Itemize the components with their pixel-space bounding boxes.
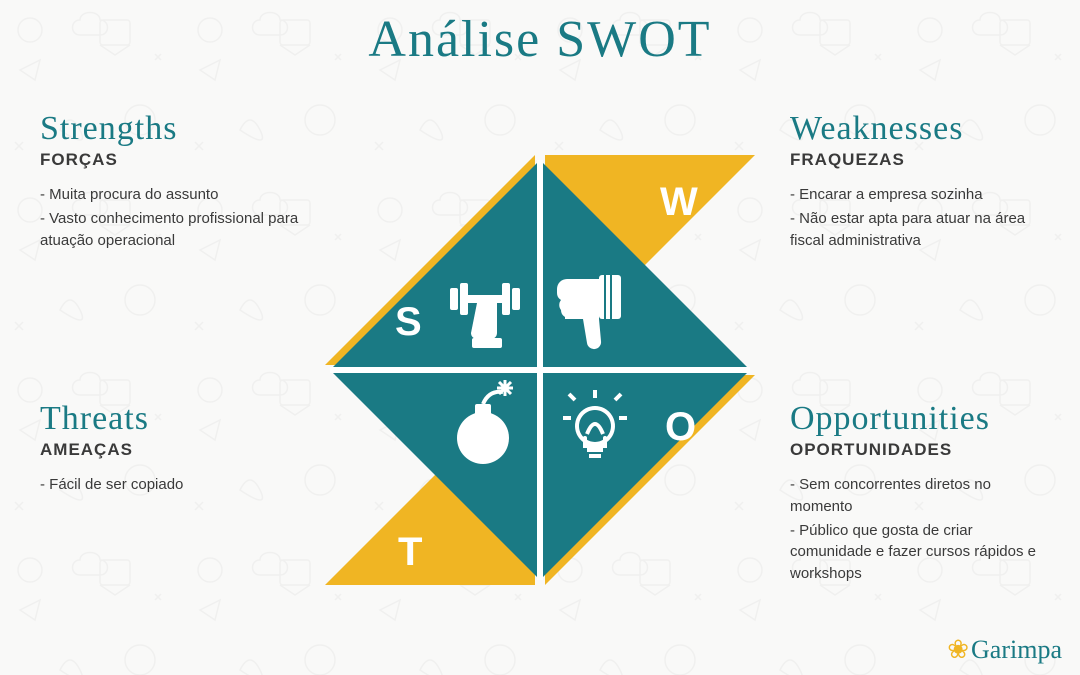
list-item: - Não estar apta para atuar na área fisc…	[790, 208, 1050, 252]
weaknesses-heading-pt: FRAQUEZAS	[790, 150, 1050, 170]
threats-heading-pt: AMEAÇAS	[40, 440, 300, 460]
center-right	[540, 370, 750, 580]
list-item: - Muita procura do assunto	[40, 184, 300, 206]
list-item: - Vasto conhecimento profissional para a…	[40, 208, 300, 252]
opportunities-block: Opportunities OPORTUNIDADES - Sem concor…	[790, 400, 1050, 587]
list-item: - Público que gosta de criar comunidade …	[790, 520, 1050, 585]
threats-items: - Fácil de ser copiado	[40, 474, 300, 496]
strengths-heading-pt: FORÇAS	[40, 150, 300, 170]
swot-diagram: S W O T	[320, 150, 760, 590]
strengths-heading-en: Strengths	[40, 110, 300, 148]
strengths-block: Strengths FORÇAS - Muita procura do assu…	[40, 110, 300, 253]
weaknesses-block: Weaknesses FRAQUEZAS - Encarar a empresa…	[790, 110, 1050, 253]
threats-heading-en: Threats	[40, 400, 300, 438]
list-item: - Encarar a empresa sozinha	[790, 184, 1050, 206]
letter-o: O	[665, 405, 696, 449]
opportunities-heading-pt: OPORTUNIDADES	[790, 440, 1050, 460]
brand-logo: Garimpa	[947, 635, 1062, 665]
opportunities-heading-en: Opportunities	[790, 400, 1050, 438]
weaknesses-heading-en: Weaknesses	[790, 110, 1050, 148]
weaknesses-items: - Encarar a empresa sozinha- Não estar a…	[790, 184, 1050, 251]
threats-block: Threats AMEAÇAS - Fácil de ser copiado	[40, 400, 300, 498]
page-title: Análise SWOT	[0, 10, 1080, 69]
list-item: - Fácil de ser copiado	[40, 474, 300, 496]
center-left	[330, 160, 540, 370]
strengths-items: - Muita procura do assunto- Vasto conhec…	[40, 184, 300, 251]
opportunities-items: - Sem concorrentes diretos no momento- P…	[790, 474, 1050, 585]
list-item: - Sem concorrentes diretos no momento	[790, 474, 1050, 518]
letter-t: T	[398, 530, 422, 574]
letter-w: W	[660, 180, 698, 224]
letter-s: S	[395, 300, 422, 344]
